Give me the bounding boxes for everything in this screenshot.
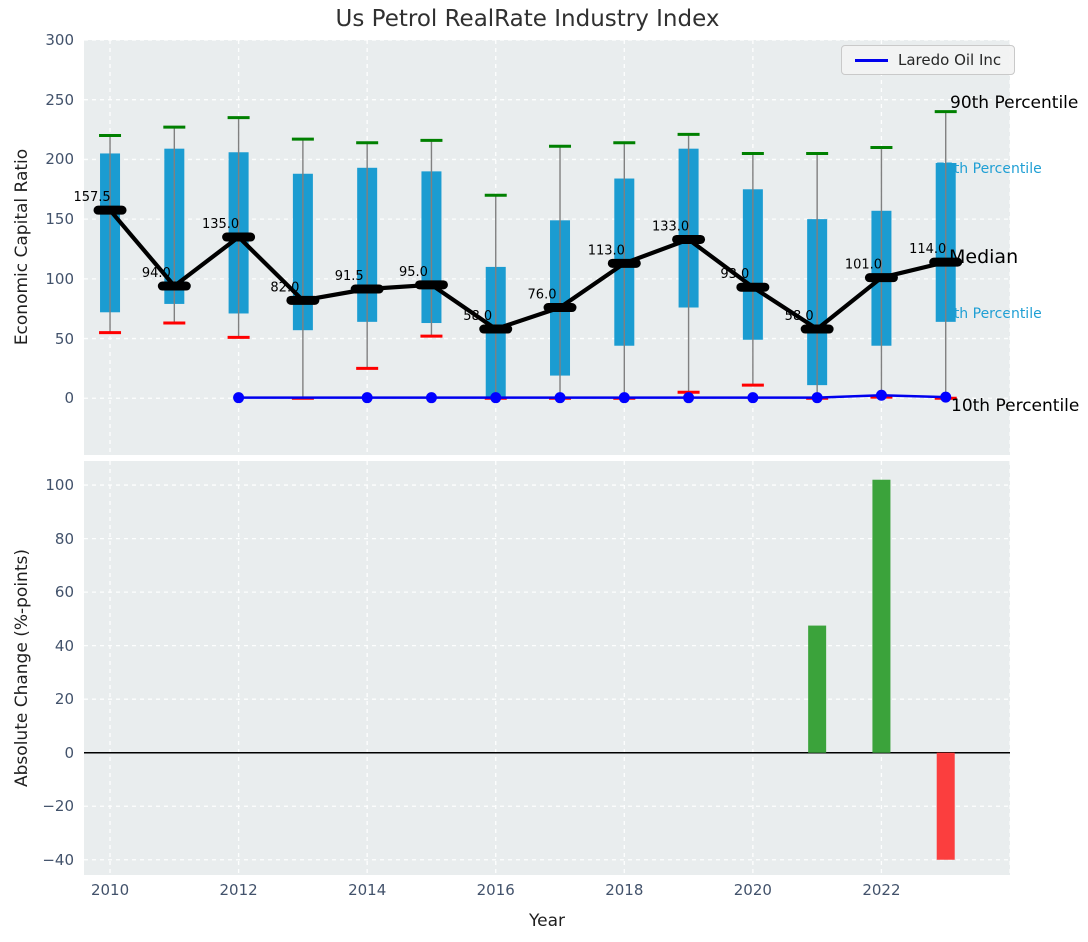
top-y-tick-200: 200 <box>45 150 74 169</box>
top-y-axis-label: Economic Capital Ratio <box>12 148 32 346</box>
x-tick-2018: 2018 <box>605 881 644 899</box>
median-value-label-2010: 157.5 <box>73 190 110 205</box>
x-tick-2014: 2014 <box>348 881 387 899</box>
bottom-y-tick--20: −20 <box>42 797 74 816</box>
bottom-y-tick-100: 100 <box>45 476 74 495</box>
company-point-2022 <box>875 389 887 401</box>
median-value-label-2012: 135.0 <box>202 217 239 232</box>
company-point-2018 <box>618 392 630 404</box>
median-value-label-2014: 91.5 <box>335 269 364 284</box>
top-y-tick-50: 50 <box>54 329 74 348</box>
annotation-10th-percentile: 10th Percentile <box>951 396 1080 416</box>
x-axis-label: Year <box>529 911 565 931</box>
median-line <box>108 208 947 332</box>
median-value-label-2017: 76.0 <box>528 288 557 303</box>
company-point-2014 <box>361 392 373 404</box>
company-point-2023 <box>940 391 952 403</box>
legend-label: Laredo Oil Inc <box>898 51 1002 69</box>
x-tick-2010: 2010 <box>90 881 130 899</box>
company-point-2020 <box>747 392 759 404</box>
bottom-y-tick--40: −40 <box>42 850 74 869</box>
median-value-label-2022: 101.0 <box>845 258 882 273</box>
company-point-2017 <box>554 392 566 404</box>
top-y-tick-0: 0 <box>64 389 74 408</box>
median-value-label-2015: 95.0 <box>399 265 428 280</box>
company-point-2015 <box>425 392 437 404</box>
median-value-label-2011: 94.0 <box>142 266 171 281</box>
median-value-label-2021: 58.0 <box>785 309 814 324</box>
company-line <box>238 394 946 399</box>
company-point-2012 <box>233 392 245 404</box>
bottom-y-tick-0: 0 <box>64 743 74 762</box>
median-value-label-2023: 114.0 <box>909 242 946 257</box>
bar-2023 <box>936 752 955 860</box>
legend: Laredo Oil Inc <box>841 45 1016 75</box>
top-y-tick-250: 250 <box>45 90 74 109</box>
x-tick-2022: 2022 <box>862 881 901 899</box>
median-value-label-2019: 133.0 <box>652 219 689 234</box>
bar-2022 <box>872 479 891 753</box>
median-value-label-2013: 82.0 <box>270 280 299 295</box>
x-tick-2016: 2016 <box>476 881 515 899</box>
boxplot-panel: 157.5 94.0 135.0 82.0 91.5 95.0 58.0 76.0 113.0 1… <box>73 39 1011 455</box>
company-point-2019 <box>683 392 695 404</box>
annotation-median: Median <box>949 246 1019 268</box>
bar-2021 <box>808 625 827 753</box>
bottom-y-tick-60: 60 <box>54 583 74 602</box>
top-y-tick-300: 300 <box>45 31 74 49</box>
annotation-90th-percentile: 90th Percentile <box>950 93 1079 113</box>
annotation-75th-percentile: 75th Percentile <box>936 161 1042 177</box>
median-value-label-2020: 93.0 <box>720 267 749 282</box>
legend-line-swatch-icon <box>855 58 888 62</box>
median-value-label-2016: 58.0 <box>463 309 492 324</box>
bottom-y-tick-40: 40 <box>54 636 74 655</box>
top-y-tick-150: 150 <box>45 210 74 229</box>
x-tick-2012: 2012 <box>219 881 258 899</box>
x-tick-2020: 2020 <box>733 881 772 899</box>
top-y-tick-100: 100 <box>45 269 74 288</box>
bottom-y-tick-80: 80 <box>54 529 74 548</box>
bar-panel <box>84 461 1011 875</box>
annotation-25th-percentile: 25th Percentile <box>936 306 1042 322</box>
median-value-label-2018: 113.0 <box>588 243 625 258</box>
bottom-y-tick-20: 20 <box>54 690 74 709</box>
company-point-2016 <box>490 392 502 404</box>
company-point-2021 <box>811 392 823 404</box>
chart-title: Us Petrol RealRate Industry Index <box>335 6 720 32</box>
